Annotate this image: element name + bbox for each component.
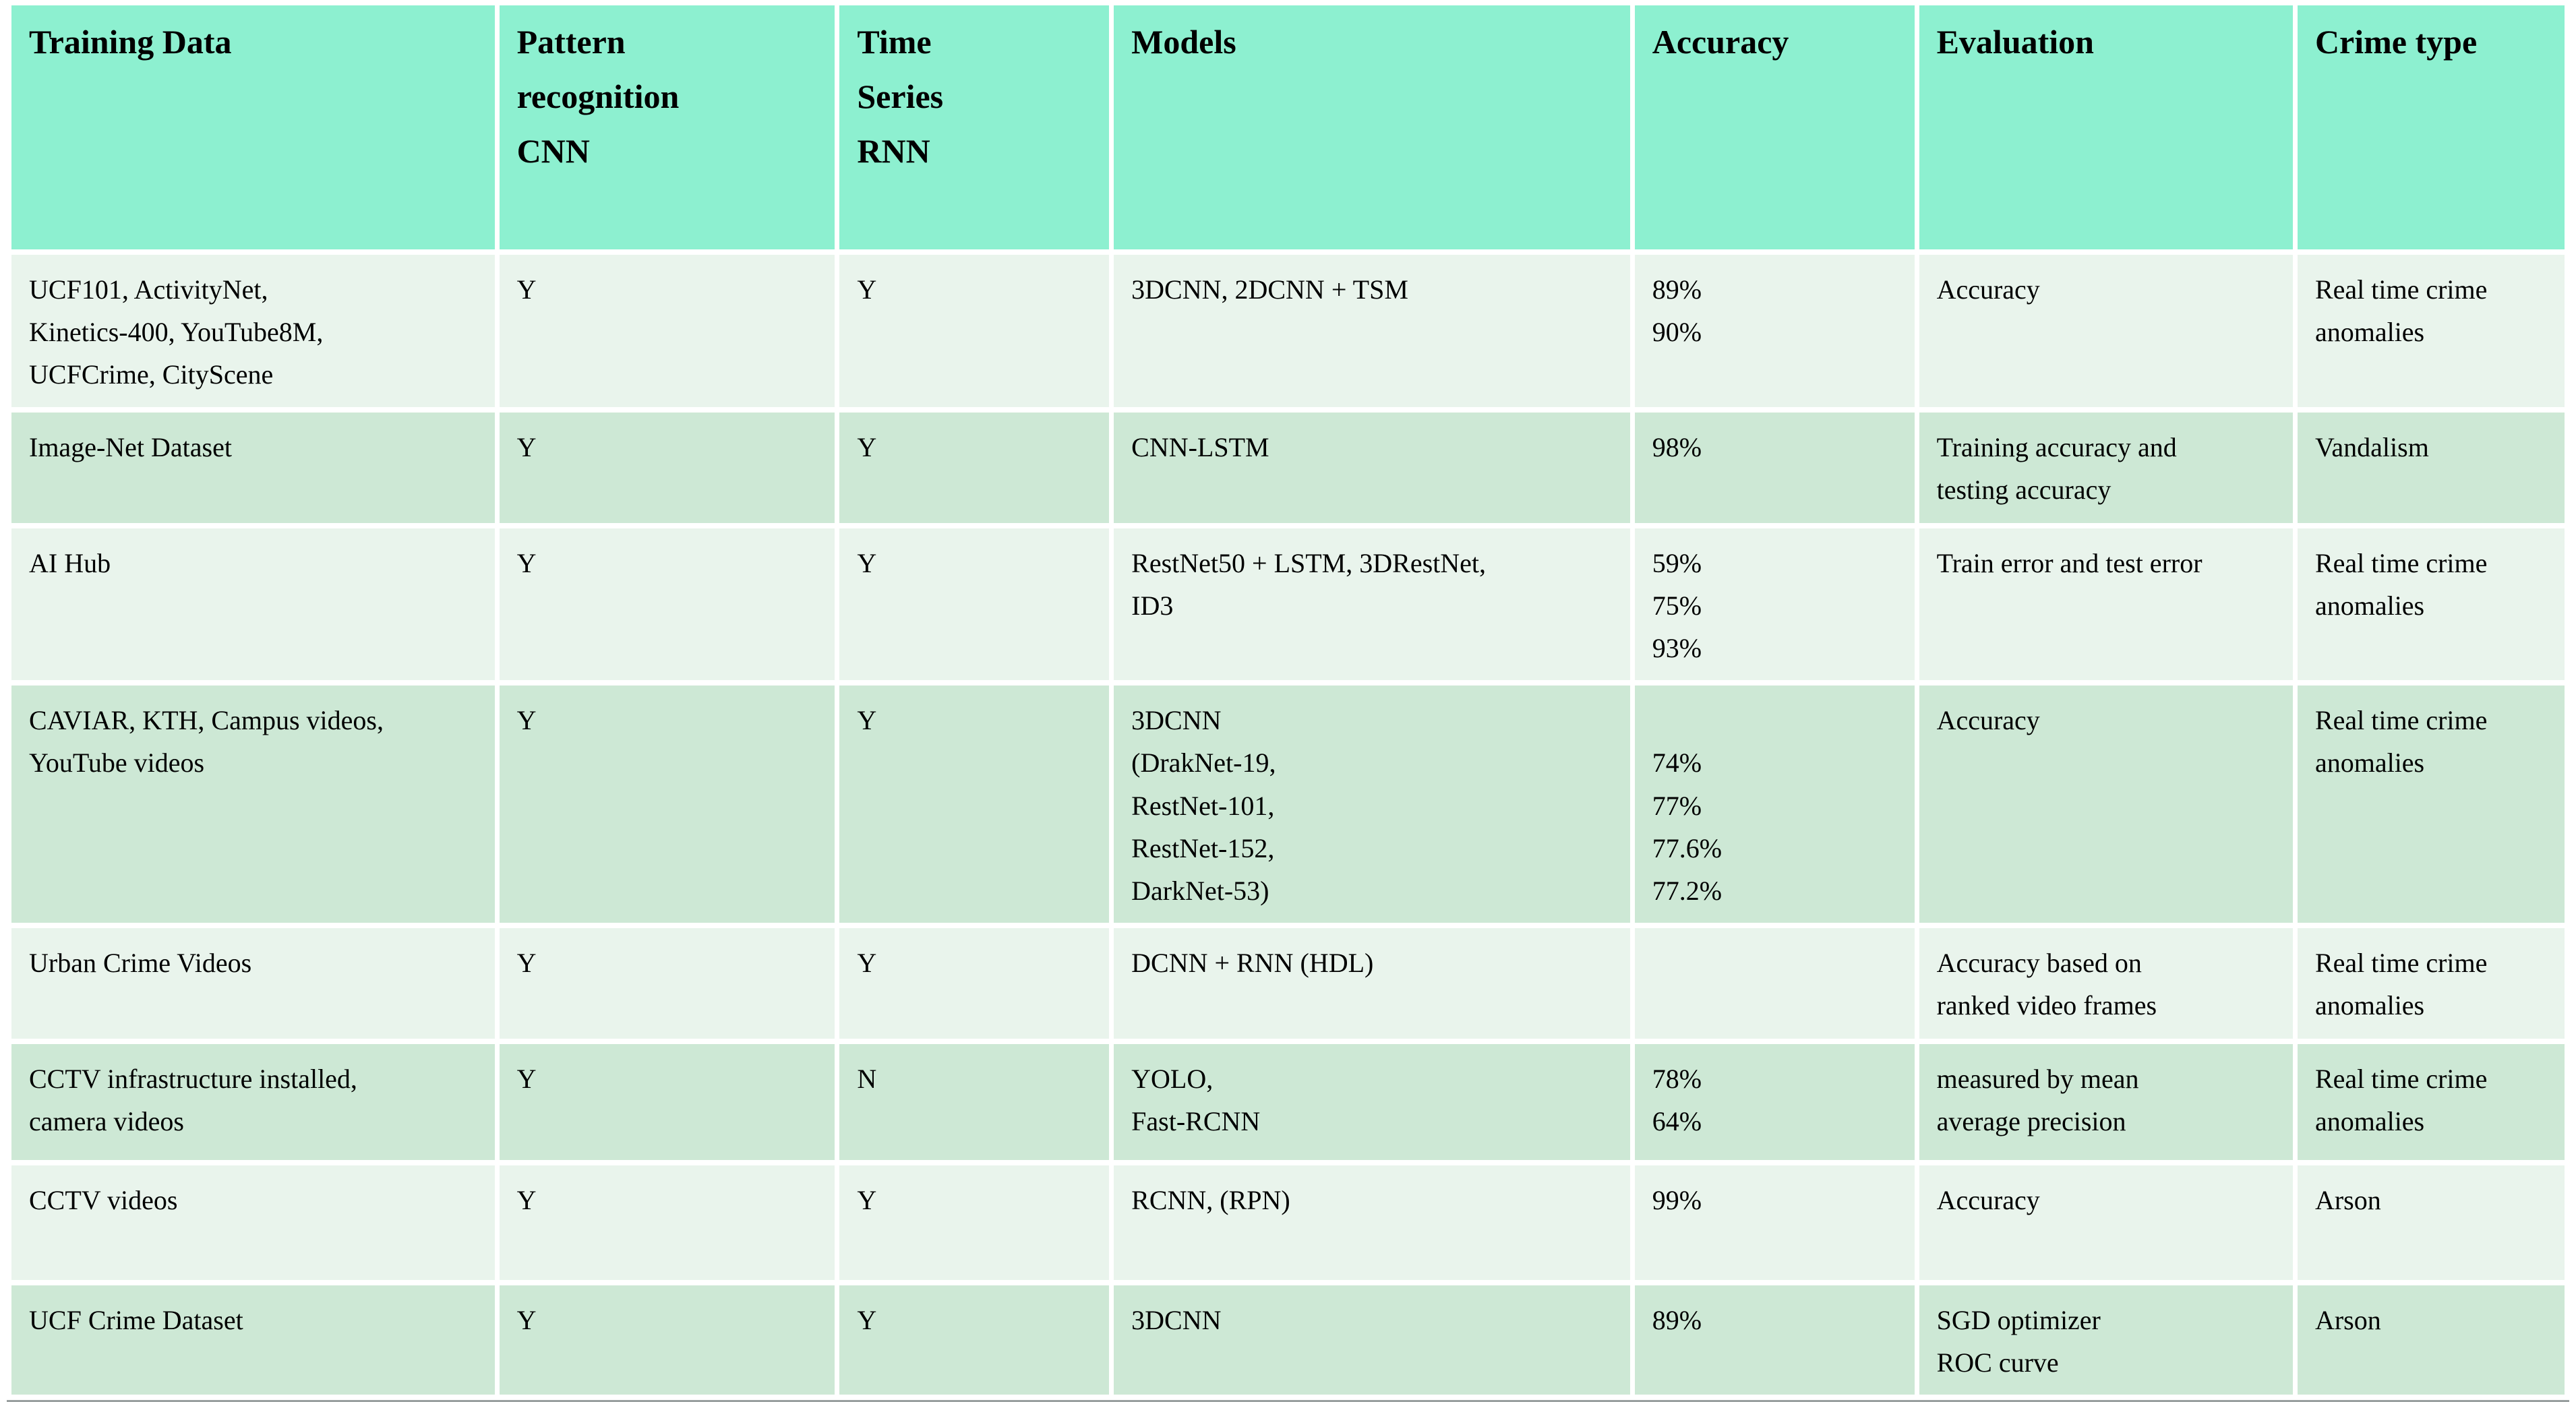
table-cell: 74% 77% 77.6% 77.2%: [1634, 685, 1915, 923]
table-cell: CCTV videos: [11, 1165, 495, 1281]
table-cell: Y: [839, 928, 1110, 1039]
table-cell: Accuracy: [1919, 255, 2293, 407]
table-cell: Y: [499, 685, 835, 923]
table-cell: UCF Crime Dataset: [11, 1285, 495, 1395]
table-cell: measured by mean average precision: [1919, 1044, 2293, 1161]
table-cell: Y: [499, 1044, 835, 1161]
table-cell: 89%: [1634, 1285, 1915, 1395]
table-row: UCF Crime Dataset Y Y 3DCNN 89% SGD optimizer…: [11, 1285, 2565, 1395]
table-cell: CAVIAR, KTH, Campus videos, YouTube vide…: [11, 685, 495, 923]
table-row: CAVIAR, KTH, Campus videos, YouTube vide…: [11, 685, 2565, 923]
table-cell: 3DCNN: [1114, 1285, 1630, 1395]
model-comparison-table: Training Data Pattern recognition CNN Time…: [7, 0, 2569, 1401]
table-cell: Accuracy: [1919, 1165, 2293, 1281]
table-row: CCTV videos Y Y RCNN, (RPN) 99% Accuracy Arson: [11, 1165, 2565, 1281]
table-cell: 98%: [1634, 412, 1915, 523]
header-cell: Evaluation: [1919, 5, 2293, 249]
table-cell: Real time crime anomalies: [2297, 928, 2565, 1039]
table-cell: 99%: [1634, 1165, 1915, 1281]
table-cell: Real time crime anomalies: [2297, 685, 2565, 923]
table-cell: UCF101, ActivityNet, Kinetics-400, YouTu…: [11, 255, 495, 407]
table-cell: Y: [499, 528, 835, 681]
table-row: UCF101, ActivityNet, Kinetics-400, YouTu…: [11, 255, 2565, 407]
table-cell: RestNet50 + LSTM, 3DRestNet, ID3: [1114, 528, 1630, 681]
page: Training Data Pattern recognition CNN Time…: [7, 5, 2569, 1402]
table-cell: 78% 64%: [1634, 1044, 1915, 1161]
table-row: Urban Crime Videos Y Y DCNN + RNN (HDL) Accu…: [11, 928, 2565, 1039]
table-cell: Real time crime anomalies: [2297, 528, 2565, 681]
table-cell: Y: [839, 1285, 1110, 1395]
table-cell: YOLO, Fast-RCNN: [1114, 1044, 1630, 1161]
table-cell: Y: [499, 1285, 835, 1395]
table-cell: Y: [839, 255, 1110, 407]
table-cell: 3DCNN, 2DCNN + TSM: [1114, 255, 1630, 407]
table-wrapper: Training Data Pattern recognition CNN Time…: [7, 0, 2569, 1402]
table-cell: Arson: [2297, 1165, 2565, 1281]
header-cell: Accuracy: [1634, 5, 1915, 249]
header-cell: Crime type: [2297, 5, 2565, 249]
table-cell: Y: [839, 412, 1110, 523]
header-cell: Time Series RNN: [839, 5, 1110, 249]
table-cell: Accuracy based on ranked video frames: [1919, 928, 2293, 1039]
table-cell: AI Hub: [11, 528, 495, 681]
header-cell: Models: [1114, 5, 1630, 249]
table-cell: 59% 75% 93%: [1634, 528, 1915, 681]
table-cell: Y: [499, 255, 835, 407]
table-cell: Y: [499, 928, 835, 1039]
table-cell: Real time crime anomalies: [2297, 255, 2565, 407]
table-cell: Y: [839, 528, 1110, 681]
table-cell: Y: [839, 685, 1110, 923]
table-cell: CNN-LSTM: [1114, 412, 1630, 523]
table-cell: RCNN, (RPN): [1114, 1165, 1630, 1281]
table-cell: Accuracy: [1919, 685, 2293, 923]
table-cell: Training accuracy and testing accuracy: [1919, 412, 2293, 523]
table-row: CCTV infrastructure installed, camera vi…: [11, 1044, 2565, 1161]
table-row: Image-Net Dataset Y Y CNN-LSTM 98% Training a…: [11, 412, 2565, 523]
table-cell: N: [839, 1044, 1110, 1161]
table-cell: Urban Crime Videos: [11, 928, 495, 1039]
table-body: UCF101, ActivityNet, Kinetics-400, YouTu…: [11, 255, 2565, 1395]
table-cell: Y: [499, 412, 835, 523]
table-cell: SGD optimizer ROC curve: [1919, 1285, 2293, 1395]
table-cell: Arson: [2297, 1285, 2565, 1395]
table-cell: Train error and test error: [1919, 528, 2293, 681]
table-cell: Real time crime anomalies: [2297, 1044, 2565, 1161]
table-cell: Y: [839, 1165, 1110, 1281]
table-cell: 89% 90%: [1634, 255, 1915, 407]
table-cell: Y: [499, 1165, 835, 1281]
header-row: Training Data Pattern recognition CNN Time…: [11, 5, 2565, 249]
table-cell: DCNN + RNN (HDL): [1114, 928, 1630, 1039]
table-cell: [1634, 928, 1915, 1039]
header-cell: Training Data: [11, 5, 495, 249]
table-cell: CCTV infrastructure installed, camera vi…: [11, 1044, 495, 1161]
header-cell: Pattern recognition CNN: [499, 5, 835, 249]
table-row: AI Hub Y Y RestNet50 + LSTM, 3DRestNet, ID3…: [11, 528, 2565, 681]
table-cell: Image-Net Dataset: [11, 412, 495, 523]
table-cell: 3DCNN (DrakNet-19, RestNet-101, RestNet-…: [1114, 685, 1630, 923]
table-cell: Vandalism: [2297, 412, 2565, 523]
